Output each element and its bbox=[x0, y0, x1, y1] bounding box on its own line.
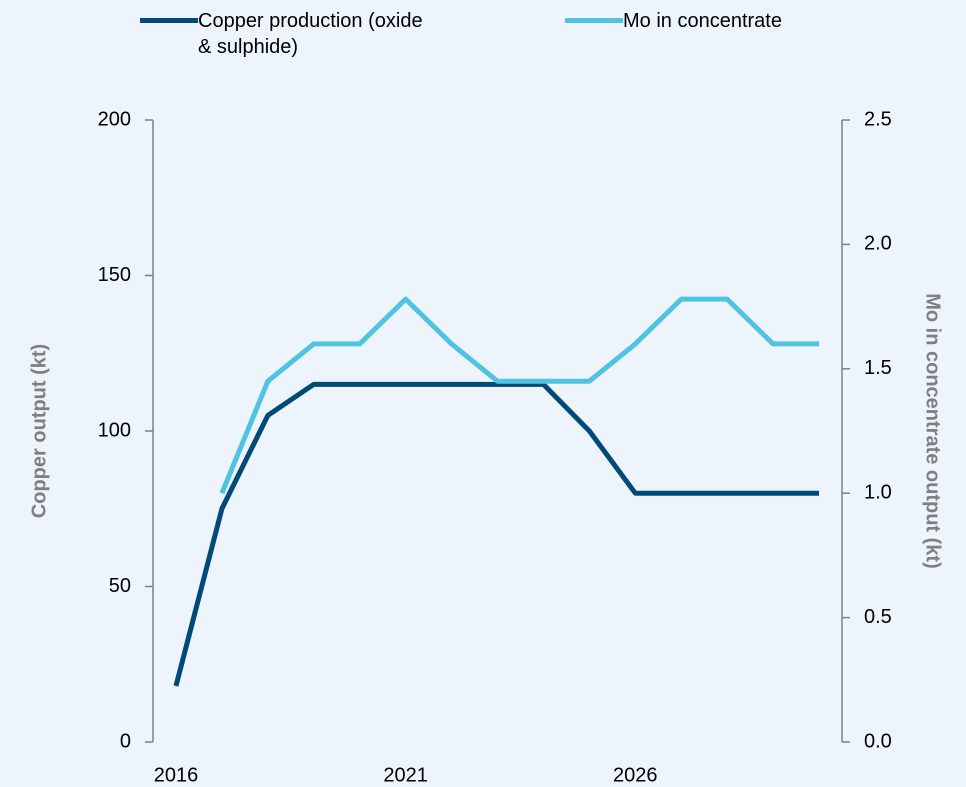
y2-tick-label: 1.5 bbox=[864, 357, 892, 379]
series-line bbox=[219, 296, 820, 495]
y-tick-label: 150 bbox=[98, 264, 131, 286]
y-tick-label: 100 bbox=[98, 419, 131, 441]
y2-tick-label: 0.0 bbox=[864, 730, 892, 752]
y2-tick-label: 2.0 bbox=[864, 233, 892, 255]
legend-item: Copper production (oxide & sulphide) bbox=[140, 8, 438, 60]
y-tick-label: 0 bbox=[120, 730, 131, 752]
y-tick-label: 200 bbox=[98, 108, 131, 130]
y-tick-label: 50 bbox=[109, 575, 131, 597]
legend-item: Mo in concentrate bbox=[565, 8, 782, 34]
y-axis-title: Copper output (kt) bbox=[28, 344, 50, 518]
legend-label: Copper production (oxide & sulphide) bbox=[198, 10, 423, 58]
legend-swatch bbox=[140, 18, 198, 23]
y2-tick-label: 2.5 bbox=[864, 108, 892, 130]
series-line bbox=[173, 381, 820, 687]
y2-axis-title: Mo in concentrate output (kt) bbox=[922, 293, 944, 569]
x-tick-label: 2021 bbox=[383, 764, 428, 786]
y2-tick-label: 1.0 bbox=[864, 481, 892, 503]
x-tick-label: 2016 bbox=[154, 764, 199, 786]
legend-swatch bbox=[565, 18, 623, 23]
legend-label: Mo in concentrate bbox=[623, 10, 782, 32]
y2-tick-label: 0.5 bbox=[864, 606, 892, 628]
x-tick-label: 2026 bbox=[613, 764, 658, 786]
